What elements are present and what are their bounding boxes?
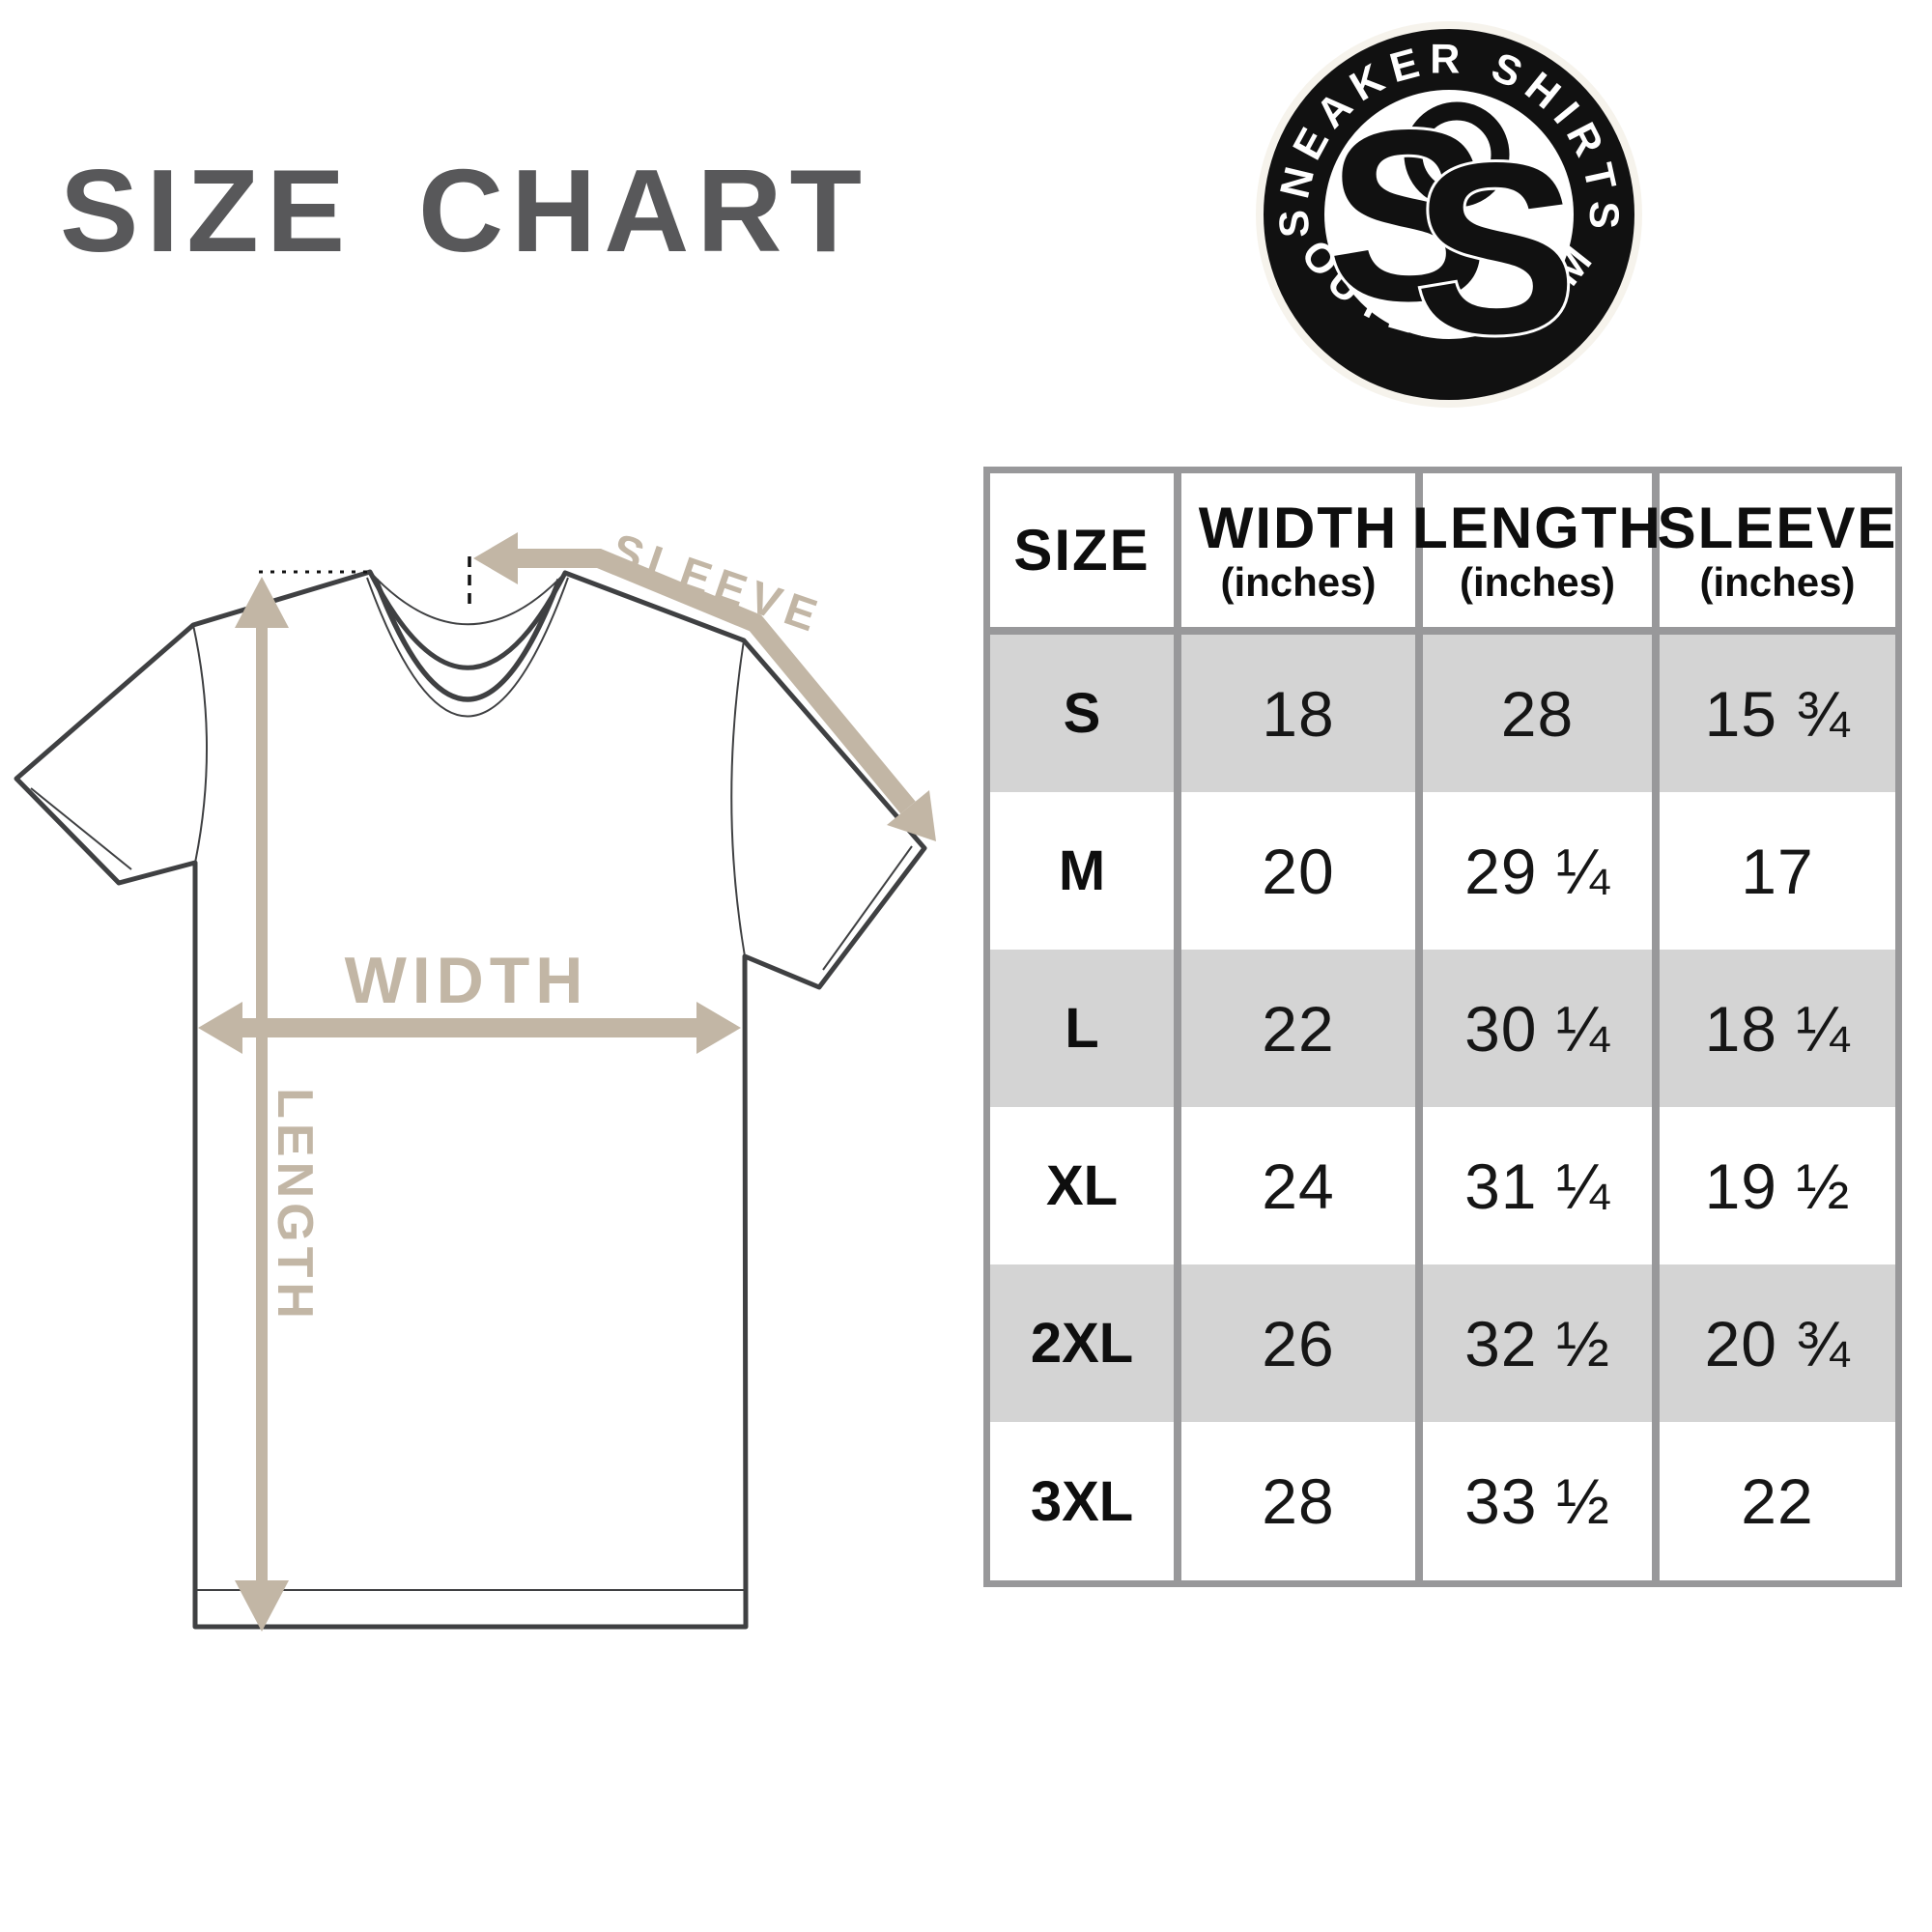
table-row-xl-size: XL: [990, 1107, 1181, 1264]
left-armhole-seam: [192, 624, 208, 864]
width-value: 22: [1262, 992, 1335, 1065]
length-value: 29 ¼: [1464, 835, 1610, 907]
table-row-2xl-size: 2XL: [990, 1264, 1181, 1422]
table-row-l-size: L: [990, 950, 1181, 1107]
table-row-xl-length: 31 ¼: [1423, 1107, 1660, 1264]
column-header-width: WIDTH (inches): [1181, 473, 1423, 635]
length-arrow: [235, 577, 289, 1632]
table-row-m-width: 20: [1181, 792, 1423, 950]
table-row-s-size: S: [990, 635, 1181, 792]
table-row-m-length: 29 ¼: [1423, 792, 1660, 950]
table-row-xl-sleeve: 19 ½: [1660, 1107, 1895, 1264]
size-table: SIZE WIDTH (inches) LENGTH (inches) SLEE…: [983, 467, 1902, 1587]
table-row-3xl-length: 33 ½: [1423, 1422, 1660, 1580]
tshirt-outline: [14, 569, 927, 1630]
collar-neck-hole: [373, 579, 562, 702]
table-row-xl-width: 24: [1181, 1107, 1423, 1264]
column-header-units: (inches): [1459, 559, 1616, 605]
table-row-3xl-sleeve: 22: [1660, 1422, 1895, 1580]
length-label: LENGTH: [267, 1088, 323, 1323]
sleeve-value: 20 ¾: [1704, 1307, 1851, 1379]
width-value: 20: [1262, 835, 1335, 907]
collar-back-seam: [369, 571, 566, 626]
width-label: WIDTH: [345, 944, 589, 1017]
length-value: 33 ½: [1464, 1465, 1610, 1537]
column-header-label: WIDTH: [1198, 496, 1399, 560]
collar-band-seam: [366, 577, 569, 718]
column-header-label: SLEEVE: [1657, 496, 1898, 560]
tshirt-diagram: SLEEVE WIDTH LENGTH: [0, 522, 966, 1681]
column-header-units: (inches): [1699, 559, 1856, 605]
left-cuff-seam: [30, 787, 132, 870]
size-value: S: [1063, 682, 1101, 745]
monogram-o-icon: [1404, 101, 1510, 208]
length-value: 30 ¼: [1464, 992, 1610, 1065]
table-row-2xl-length: 32 ½: [1423, 1264, 1660, 1422]
monogram-s-right: S: [1414, 113, 1577, 384]
column-header-label: LENGTH: [1412, 496, 1662, 560]
table-row-m-size: M: [990, 792, 1181, 950]
table-row-3xl-size: 3XL: [990, 1422, 1181, 1580]
brand-logo: SNEAKER SHIRTS OUTLET.COM S S: [1254, 19, 1644, 410]
width-value: 28: [1262, 1465, 1335, 1537]
monogram-s-left: S: [1327, 80, 1490, 352]
table-row-s-length: 28: [1423, 635, 1660, 792]
column-header-size: SIZE: [990, 473, 1181, 635]
logo-monogram: S S: [1324, 77, 1579, 387]
logo-inner-disc: [1324, 90, 1574, 339]
right-cuff-seam: [822, 845, 913, 971]
length-value: 28: [1500, 677, 1575, 750]
column-header-sleeve: SLEEVE (inches): [1657, 473, 1898, 635]
width-value: 26: [1262, 1307, 1335, 1379]
length-value: 31 ¼: [1464, 1150, 1610, 1222]
table-row-2xl-width: 26: [1181, 1264, 1423, 1422]
table-row-m-sleeve: 17: [1660, 792, 1895, 950]
table-row-l-length: 30 ¼: [1423, 950, 1660, 1107]
column-header-label: SIZE: [1013, 518, 1151, 582]
size-value: XL: [1045, 1154, 1119, 1217]
sleeve-value: 17: [1741, 835, 1814, 907]
width-value: 24: [1262, 1150, 1335, 1222]
column-header-units: (inches): [1220, 559, 1377, 605]
size-value: 2XL: [1030, 1312, 1134, 1375]
sleeve-arrow: [473, 532, 936, 841]
sleeve-value: 22: [1741, 1465, 1814, 1537]
size-value: 3XL: [1030, 1469, 1134, 1533]
table-row-3xl-width: 28: [1181, 1422, 1423, 1580]
table-row-s-sleeve: 15 ¾: [1660, 635, 1895, 792]
table-row-l-sleeve: 18 ¼: [1660, 950, 1895, 1107]
size-value: M: [1058, 839, 1106, 902]
width-value: 18: [1262, 677, 1335, 750]
brand-logo-badge: SNEAKER SHIRTS OUTLET.COM S S: [1256, 21, 1642, 408]
page-title: SIZE CHART: [60, 145, 869, 276]
sleeve-value: 15 ¾: [1704, 677, 1851, 750]
width-arrow: [198, 1002, 741, 1054]
right-armhole-seam: [730, 639, 746, 957]
table-row-s-width: 18: [1181, 635, 1423, 792]
length-value: 32 ½: [1464, 1307, 1610, 1379]
sleeve-value: 19 ½: [1704, 1150, 1851, 1222]
table-row-l-width: 22: [1181, 950, 1423, 1107]
sleeve-value: 18 ¼: [1704, 992, 1851, 1065]
column-header-length: LENGTH (inches): [1412, 473, 1661, 635]
size-value: L: [1065, 997, 1099, 1060]
table-row-2xl-sleeve: 20 ¾: [1660, 1264, 1895, 1422]
